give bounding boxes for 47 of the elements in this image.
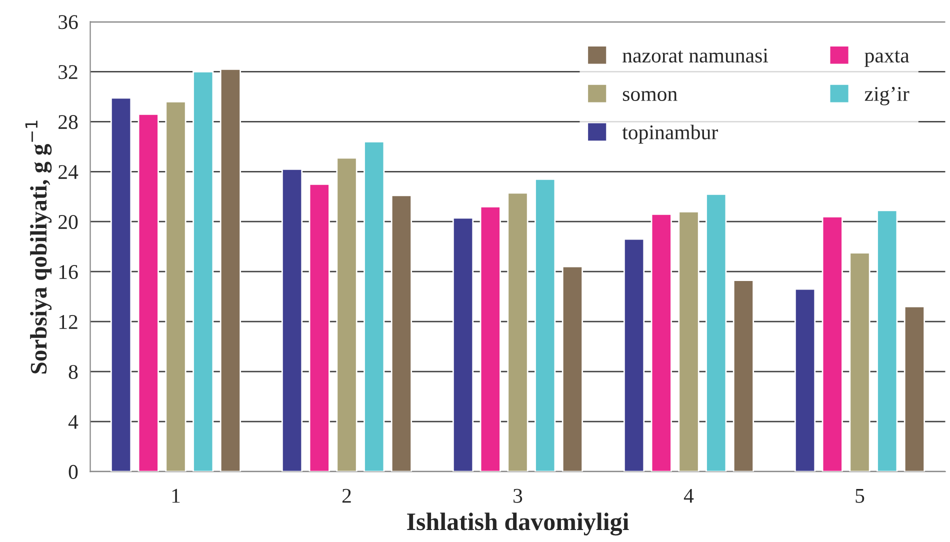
bar bbox=[706, 193, 727, 472]
y-tick-label: 32 bbox=[58, 65, 78, 80]
y-axis-title: Sorbsiya qobiliyati, g g$^{−1}$ bbox=[25, 120, 52, 374]
bar bbox=[220, 68, 242, 472]
bar bbox=[849, 252, 870, 472]
bar bbox=[822, 216, 843, 472]
bar bbox=[110, 97, 132, 472]
x-tick-label: 2 bbox=[342, 488, 351, 503]
bar bbox=[650, 213, 672, 472]
legend-label: somon bbox=[622, 90, 678, 101]
x-tick-label: 5 bbox=[856, 489, 864, 503]
y-tick-label: 8 bbox=[68, 364, 78, 380]
bar bbox=[480, 206, 501, 472]
legend-label: nazorat namunasi bbox=[622, 48, 768, 63]
y-tick-label: 4 bbox=[68, 415, 78, 429]
bar bbox=[336, 157, 358, 472]
bar bbox=[876, 210, 898, 472]
y-tick-label: 12 bbox=[59, 315, 78, 329]
legend-label: topinambur bbox=[622, 124, 718, 144]
x-tick-label: 4 bbox=[684, 488, 694, 503]
y-tick-label: 36 bbox=[58, 15, 78, 30]
x-tick-label: 3 bbox=[514, 488, 522, 503]
bar bbox=[904, 306, 926, 472]
y-tick-label: 28 bbox=[58, 115, 78, 130]
x-axis-title: Ishlatish davomiyligi bbox=[407, 512, 629, 536]
bar bbox=[364, 140, 385, 472]
bar bbox=[794, 288, 816, 472]
bar bbox=[281, 168, 303, 472]
y-tick-label: 24 bbox=[58, 165, 78, 179]
bar bbox=[390, 194, 412, 472]
y-tick-label: 20 bbox=[58, 214, 78, 230]
y-tick-label: 16 bbox=[59, 265, 78, 280]
legend-label: paxta bbox=[864, 50, 910, 67]
bar bbox=[308, 183, 330, 472]
bar bbox=[678, 210, 700, 472]
bar bbox=[452, 217, 474, 472]
bar bbox=[192, 70, 214, 472]
bar bbox=[562, 266, 584, 472]
bar bbox=[165, 100, 186, 472]
bar bbox=[623, 238, 645, 472]
x-tick-label: 1 bbox=[172, 488, 180, 503]
y-tick-label: 0 bbox=[68, 464, 78, 479]
legend-label: zig’ir bbox=[864, 86, 910, 106]
bar bbox=[534, 178, 556, 472]
bar bbox=[507, 192, 528, 472]
bar bbox=[138, 113, 159, 472]
bar bbox=[732, 280, 754, 472]
